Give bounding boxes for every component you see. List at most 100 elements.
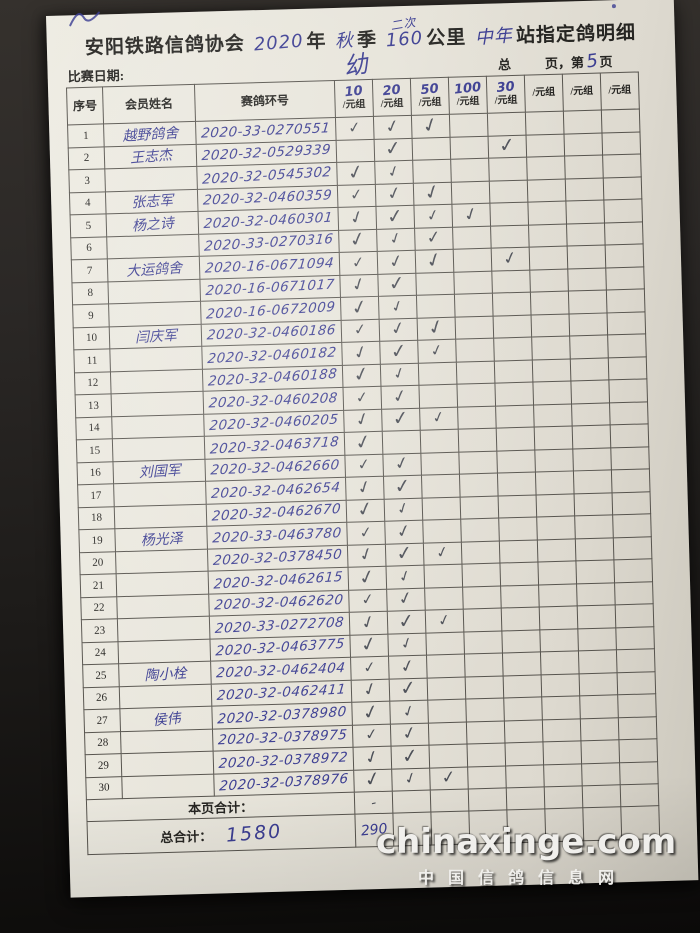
check-cell: ✓ bbox=[379, 338, 419, 364]
checkmark-icon: ✓ bbox=[383, 135, 403, 161]
check-cell: ✓ bbox=[349, 631, 389, 657]
check-cell bbox=[607, 333, 647, 358]
fee-unit-label: /元组 bbox=[380, 98, 404, 110]
column-header-name-label: 会员姓名 bbox=[124, 96, 174, 112]
check-cell bbox=[466, 742, 506, 767]
check-cell bbox=[613, 558, 653, 583]
page-total-cell bbox=[620, 783, 659, 807]
check-cell bbox=[496, 427, 535, 451]
handwritten-ring-number: 2020-33-0270551 bbox=[200, 119, 332, 142]
check-cell: ✓ bbox=[375, 203, 415, 229]
check-cell bbox=[606, 288, 645, 313]
check-cell bbox=[422, 496, 461, 521]
ink-dot bbox=[611, 4, 617, 9]
checkmark-icon: ✓ bbox=[386, 228, 405, 250]
check-cell bbox=[455, 315, 494, 340]
check-cell bbox=[542, 718, 581, 742]
check-cell bbox=[464, 653, 504, 677]
row-number-cell: 17 bbox=[77, 483, 115, 508]
check-cell bbox=[463, 630, 503, 655]
check-cell bbox=[505, 764, 545, 788]
check-cell bbox=[461, 540, 500, 565]
check-cell bbox=[569, 334, 609, 359]
check-cell bbox=[499, 561, 539, 586]
row-number-cell: 12 bbox=[74, 371, 112, 395]
check-cell bbox=[503, 696, 543, 721]
check-cell: ✓ bbox=[341, 318, 380, 343]
check-cell bbox=[541, 695, 581, 720]
check-cell bbox=[450, 158, 490, 182]
check-cell bbox=[536, 493, 575, 517]
check-cell bbox=[529, 246, 568, 270]
handwritten-member-name: 张志军 bbox=[130, 193, 174, 212]
check-cell bbox=[530, 291, 570, 315]
column-header-index-label: 序号 bbox=[72, 98, 98, 114]
checkmark-icon: ✓ bbox=[436, 609, 453, 631]
member-name-cell bbox=[121, 751, 214, 777]
checkmark-icon: ✓ bbox=[390, 384, 410, 408]
check-cell: ✓ bbox=[429, 766, 469, 791]
row-number-cell: 13 bbox=[75, 393, 112, 418]
page-total-cell: - bbox=[354, 791, 393, 815]
handwritten-ring-number: 2020-32-0460182 bbox=[206, 344, 338, 367]
checkmark-icon: ✓ bbox=[350, 339, 372, 365]
check-cell bbox=[606, 311, 646, 335]
grand-total-label-cell: 总合计： 1580 bbox=[87, 814, 356, 855]
check-cell bbox=[542, 740, 582, 765]
watermark: chinaxinge.com 中国信鸽信息网 bbox=[376, 824, 696, 888]
check-cell bbox=[498, 516, 538, 541]
row-number-cell: 21 bbox=[80, 573, 117, 598]
checkmark-icon: ✓ bbox=[497, 132, 517, 158]
check-cell bbox=[540, 650, 580, 675]
member-name-cell bbox=[120, 728, 214, 754]
check-cell bbox=[579, 694, 619, 719]
check-cell bbox=[539, 605, 578, 630]
checkmark-icon: ✓ bbox=[354, 474, 375, 500]
check-cell bbox=[493, 314, 532, 339]
handwritten-ring-number: 2020-32-0460186 bbox=[206, 322, 337, 344]
check-cell: ✓ bbox=[351, 677, 390, 703]
check-cell: ✓ bbox=[385, 565, 425, 589]
pages-mid-label: 页，第 bbox=[544, 54, 585, 72]
checkmark-icon: ✓ bbox=[440, 766, 458, 789]
watermark-chinese-text: 中国信鸽信息网 bbox=[418, 868, 629, 887]
check-cell bbox=[572, 424, 611, 449]
check-cell: ✓ bbox=[425, 609, 464, 633]
checkmark-icon: ✓ bbox=[352, 428, 374, 456]
handwritten-ring-number: 2020-33-0463780 bbox=[211, 524, 343, 547]
check-cell bbox=[618, 716, 657, 740]
check-cell bbox=[565, 177, 604, 202]
check-cell bbox=[456, 383, 496, 407]
handwritten-ring-number: 2020-33-0270316 bbox=[203, 231, 335, 255]
pages-total-label: 总 bbox=[497, 57, 512, 73]
check-cell: ✓ bbox=[353, 766, 393, 792]
member-name-cell bbox=[112, 436, 205, 462]
check-cell: ✓ bbox=[346, 521, 386, 545]
check-cell bbox=[501, 629, 541, 654]
check-cell bbox=[605, 266, 645, 290]
check-cell bbox=[450, 135, 489, 160]
member-name-cell: 闫庆军 bbox=[109, 323, 202, 349]
check-cell: ✓ bbox=[335, 116, 375, 140]
check-cell: ✓ bbox=[451, 202, 491, 227]
check-cell: ✓ bbox=[378, 295, 418, 319]
check-cell bbox=[459, 473, 499, 497]
checkmark-icon: ✓ bbox=[424, 204, 442, 226]
checkmark-icon: ✓ bbox=[352, 319, 368, 340]
checkmark-icon: ✓ bbox=[356, 454, 372, 475]
handwritten-member-name: 侯伟 bbox=[151, 710, 181, 729]
row-number-cell: 30 bbox=[85, 776, 123, 800]
check-cell bbox=[429, 744, 468, 768]
check-cell: ✓ bbox=[374, 135, 413, 162]
check-cell bbox=[382, 430, 421, 454]
row-number-cell: 9 bbox=[72, 303, 110, 328]
member-name-cell: 大运鸽舍 bbox=[107, 256, 200, 282]
check-cell bbox=[604, 221, 644, 245]
check-cell: ✓ bbox=[348, 588, 388, 613]
check-cell: ✓ bbox=[419, 406, 459, 431]
checkmark-icon: ✓ bbox=[354, 387, 370, 407]
row-number-cell: 1 bbox=[67, 123, 105, 148]
check-cell bbox=[427, 699, 467, 723]
fee-unit-label: /元组 bbox=[342, 99, 366, 111]
check-cell: ✓ bbox=[415, 246, 454, 273]
